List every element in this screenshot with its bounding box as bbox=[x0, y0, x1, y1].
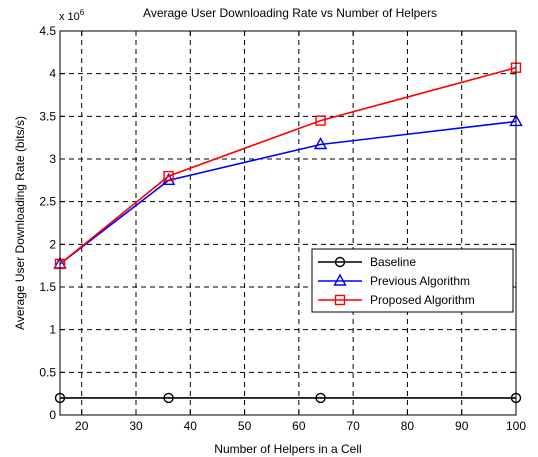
y-tick-label: 4.5 bbox=[39, 24, 56, 38]
y-multiplier-base: x 10 bbox=[59, 11, 80, 23]
y-multiplier: x 106 bbox=[59, 8, 85, 23]
y-tick-label: 1.5 bbox=[39, 280, 56, 294]
y-tick-label: 3 bbox=[49, 152, 56, 166]
plot-frame bbox=[59, 30, 517, 416]
axis-ticks: 20 30 40 50 60 70 80 90 100 0 0.5 1 1.5 2 2.5 3 3.5 4 4.5 bbox=[39, 24, 526, 433]
y-tick-label: 4 bbox=[49, 67, 56, 81]
x-tick-label: 90 bbox=[455, 419, 469, 433]
y-tick-label: 2.5 bbox=[39, 195, 56, 209]
chart-title: Average User Downloading Rate vs Number … bbox=[143, 6, 437, 20]
legend-label: Previous Algorithm bbox=[370, 274, 470, 288]
y-tick-label: 0.5 bbox=[39, 365, 56, 379]
series-line-previous-algorithm bbox=[59, 120, 517, 265]
y-multiplier-exponent: 6 bbox=[80, 8, 85, 17]
x-tick-label: 30 bbox=[129, 419, 143, 433]
data-point-baseline bbox=[315, 392, 326, 404]
y-tick-label: 1 bbox=[49, 323, 56, 337]
y-tick-label: 0 bbox=[49, 408, 56, 422]
x-tick-label: 40 bbox=[184, 419, 198, 433]
grid bbox=[60, 31, 516, 415]
legend-label: Baseline bbox=[370, 255, 416, 269]
legend-item-baseline: Baseline bbox=[318, 255, 416, 269]
x-tick-label: 50 bbox=[238, 419, 252, 433]
data-point-previous-algorithm bbox=[161, 172, 176, 186]
legend-marker bbox=[333, 273, 347, 286]
legend-item-proposed-algorithm: Proposed Algorithm bbox=[318, 293, 475, 307]
legend-marker bbox=[334, 294, 346, 306]
data-point-proposed-algorithm bbox=[163, 170, 174, 182]
x-tick-label: 70 bbox=[346, 419, 360, 433]
legend-label: Proposed Algorithm bbox=[370, 293, 475, 307]
x-tick-label: 20 bbox=[75, 419, 89, 433]
x-tick-label: 80 bbox=[401, 419, 415, 433]
x-tick-label: 60 bbox=[292, 419, 306, 433]
series-line-proposed-algorithm bbox=[59, 66, 517, 265]
x-axis-label: Number of Helpers in a Cell bbox=[214, 442, 361, 456]
data-point-baseline bbox=[163, 392, 174, 404]
y-tick-label: 3.5 bbox=[39, 109, 56, 123]
x-tick-label: 100 bbox=[506, 419, 526, 433]
data-point-proposed-algorithm bbox=[315, 115, 326, 126]
y-tick-label: 2 bbox=[49, 237, 56, 251]
plot-series bbox=[53, 62, 523, 404]
legend: Baseline Previous Algorithm Proposed Algor… bbox=[311, 248, 514, 313]
legend-items: Baseline Previous Algorithm Proposed Algor… bbox=[318, 255, 475, 307]
data-point-previous-algorithm bbox=[313, 137, 328, 150]
legend-item-previous-algorithm: Previous Algorithm bbox=[318, 273, 470, 288]
legend-marker bbox=[334, 256, 346, 268]
y-axis-label: Average User Downloading Rate (bits/s) bbox=[13, 116, 27, 330]
